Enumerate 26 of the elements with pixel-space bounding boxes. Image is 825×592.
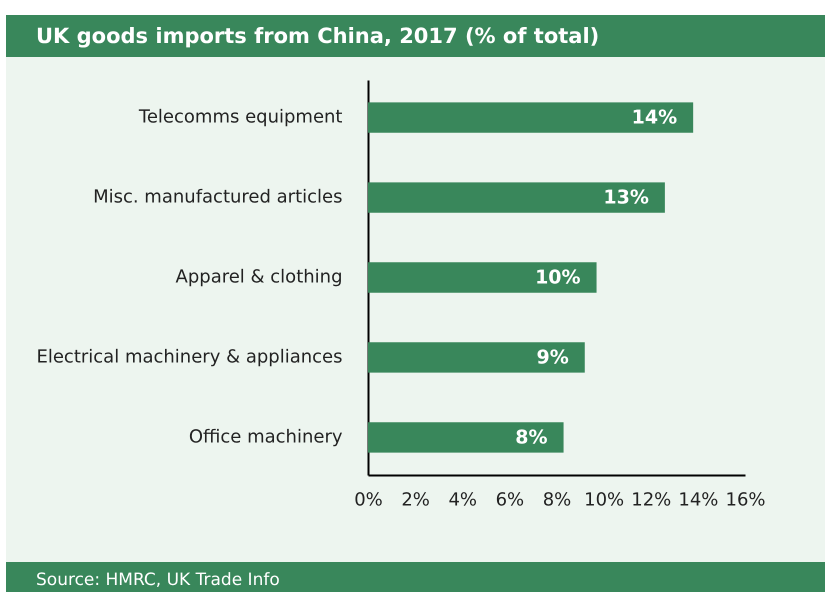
source-note: Source: HMRC, UK Trade Info	[6, 562, 825, 592]
data-label: 9%	[536, 346, 569, 368]
y-tick-label: Office machinery	[188, 426, 343, 448]
x-tick-label: 14%	[678, 490, 718, 510]
y-tick-label: Apparel & clothing	[176, 266, 342, 288]
y-tick-label: Misc. manufactured articles	[93, 186, 342, 208]
x-tick-label: 16%	[725, 490, 766, 510]
data-label: 10%	[535, 266, 581, 288]
bar	[368, 182, 665, 213]
x-tick-label: 10%	[584, 490, 624, 510]
x-tick-label: 0%	[354, 490, 383, 510]
bar	[368, 422, 564, 453]
data-label: 14%	[632, 106, 678, 129]
x-tick-label: 6%	[496, 490, 524, 510]
data-label: 8%	[515, 426, 548, 448]
y-tick-label: Telecomms equipment	[138, 106, 342, 128]
x-tick-label: 12%	[631, 490, 672, 510]
bar	[368, 342, 585, 373]
bar	[368, 102, 694, 133]
x-tick-label: 8%	[542, 490, 572, 510]
x-tick-label: 2%	[401, 490, 430, 510]
bar	[368, 262, 597, 293]
x-tick-label: 4%	[448, 490, 478, 510]
y-tick-label: Electrical machinery & appliances	[36, 346, 342, 368]
data-label: 13%	[603, 186, 649, 209]
chart-title: UK goods imports from China, 2017 (% of total)	[6, 15, 825, 57]
